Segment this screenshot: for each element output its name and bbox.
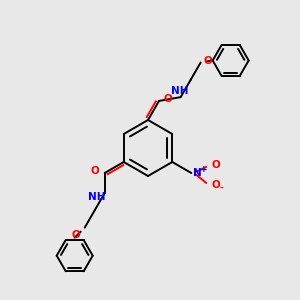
- Text: O: O: [91, 166, 100, 176]
- Text: O: O: [204, 56, 212, 67]
- Text: O: O: [211, 180, 220, 190]
- Text: NH: NH: [171, 86, 188, 96]
- Text: +: +: [200, 164, 208, 173]
- Text: O: O: [163, 94, 172, 104]
- Text: -: -: [219, 184, 223, 193]
- Text: NH: NH: [88, 192, 105, 202]
- Text: O: O: [211, 160, 220, 170]
- Text: O: O: [72, 230, 81, 240]
- Text: N: N: [193, 168, 202, 178]
